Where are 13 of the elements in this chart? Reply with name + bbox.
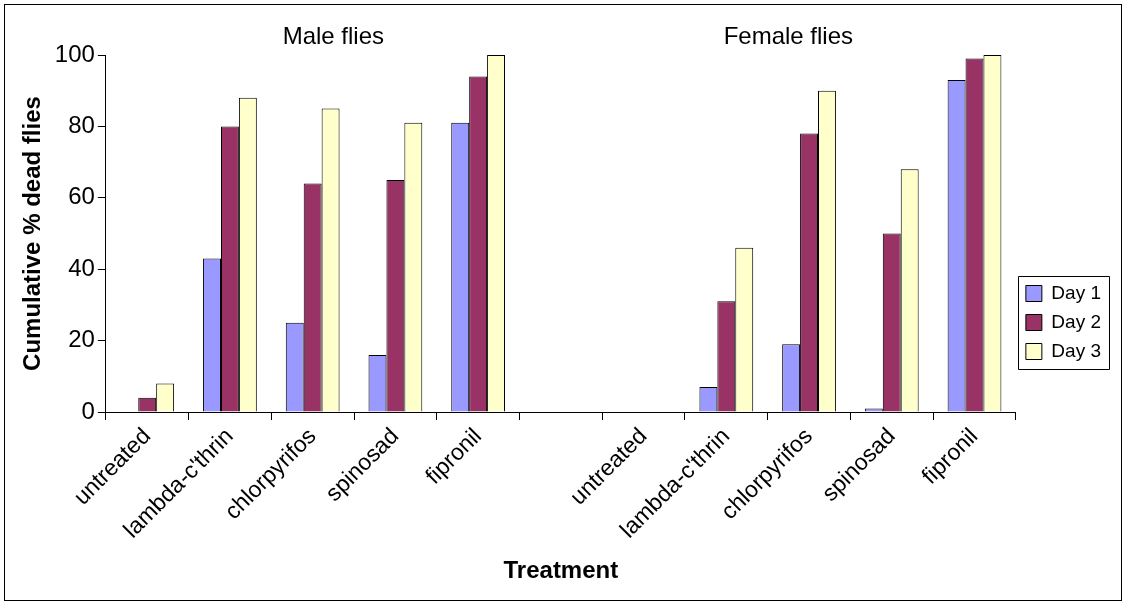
text: Male flies (282, 21, 385, 49)
legend-label: Day 2 (1051, 310, 1102, 332)
y-tick-label: 60 (68, 182, 95, 210)
y-tick-label: 0 (81, 396, 95, 424)
y-tick-label: 40 (68, 253, 95, 281)
legend-label: Day 3 (1051, 339, 1102, 361)
y-axis-title: Cumulative % dead flies (18, 96, 46, 371)
y-tick-label: 20 (68, 325, 95, 353)
legend-label: Day 1 (1051, 281, 1102, 303)
x-axis-title: Treatment (503, 556, 619, 584)
text: Female flies (723, 21, 854, 49)
y-tick-label: 80 (68, 111, 95, 139)
y-tick-label: 100 (54, 39, 95, 67)
